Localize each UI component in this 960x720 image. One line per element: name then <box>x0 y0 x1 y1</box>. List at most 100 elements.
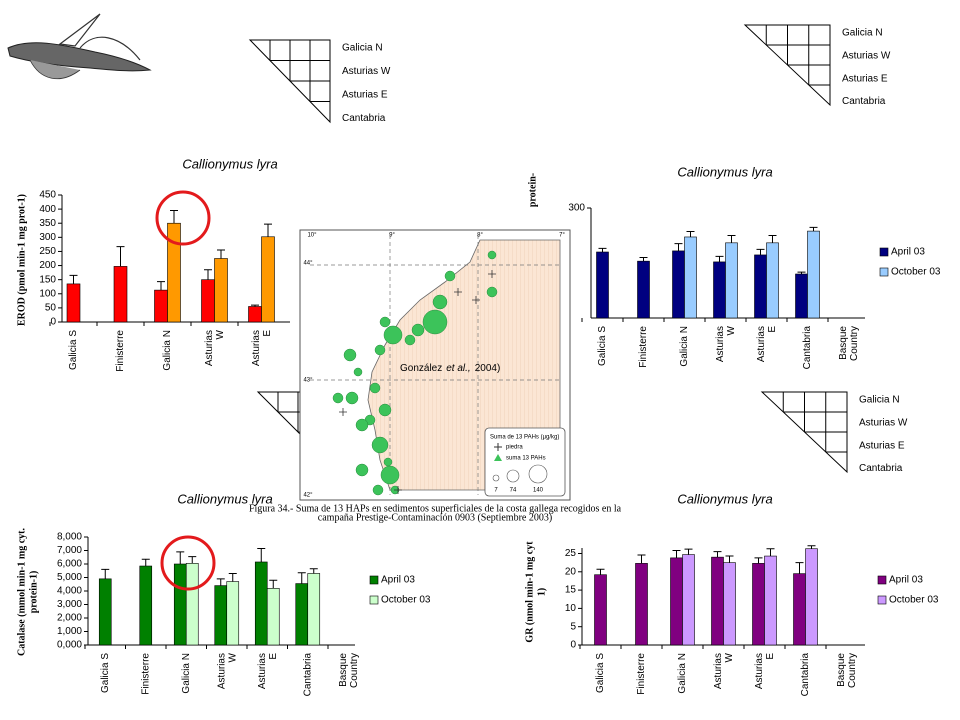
error-bar <box>756 248 765 255</box>
matrix-label: Galicia N <box>342 43 383 54</box>
error-bar <box>725 555 734 563</box>
bar <box>635 563 648 646</box>
map-latitude: 43° <box>303 378 313 384</box>
x-tick-label: Galicia N <box>162 330 173 371</box>
x-tick-label: Galicia S <box>597 326 608 366</box>
error-bar <box>264 223 272 237</box>
error-bar <box>713 551 722 558</box>
y-tick-label: 6,000 <box>57 559 82 570</box>
sample-site <box>353 367 363 377</box>
y-tick-label: 5 <box>570 621 576 632</box>
bar <box>226 581 240 646</box>
matrix-label: Asturias W <box>842 50 891 61</box>
y-tick-label: 400 <box>39 204 56 215</box>
fish-drawing <box>0 0 160 115</box>
y-tick-label: 50 <box>45 303 57 314</box>
y-tick-label: 10 <box>565 603 577 614</box>
stone-site <box>472 296 480 304</box>
error-bar <box>116 246 125 267</box>
bar <box>248 306 262 323</box>
stone-site <box>488 270 496 278</box>
chart-title: Callionymus lyra <box>677 164 772 179</box>
x-tick-label: Galicia S <box>595 653 606 693</box>
y-axis-label: GR (nmol min-1 mg cyt <box>524 541 535 643</box>
y-axis-label: Catalase (mmol min-1 mg cyt. <box>16 527 27 656</box>
citation-part: 2004) <box>475 363 501 374</box>
bar <box>795 273 808 319</box>
x-tick-label: BasqueCountry <box>337 653 359 688</box>
map-latitude: 42° <box>303 493 313 499</box>
map-caption: campaña Prestige-Contaminación 0903 (Sep… <box>318 512 552 523</box>
matrix: Galicia N Asturias W Asturias E Cantabria <box>743 24 891 107</box>
x-tick-label: Cantabria <box>802 326 813 370</box>
x-tick-label: AsturiasW <box>204 329 226 366</box>
x-tick-label: Galicia S <box>68 330 79 370</box>
y-tick-label: 2,000 <box>57 613 82 624</box>
bar <box>752 563 765 646</box>
legend-label: April 03 <box>889 575 923 586</box>
y-tick-label: 450 <box>39 190 56 201</box>
x-tick-label: Galicia N <box>677 653 688 694</box>
legend-swatch <box>369 575 379 585</box>
error-bar <box>807 545 816 549</box>
error-bar <box>754 557 763 564</box>
chart-title: Callionymus lyra <box>182 156 277 171</box>
legend-label: October 03 <box>891 267 941 278</box>
bar <box>254 561 268 646</box>
sample-site <box>355 463 369 477</box>
legend-label: April 03 <box>381 575 415 586</box>
y-tick-label: 150 <box>39 274 56 285</box>
sample-site <box>411 323 425 337</box>
y-tick-label: 15 <box>565 585 577 596</box>
error-bar <box>157 281 165 291</box>
error-bar <box>766 548 775 557</box>
stone-site <box>394 486 402 494</box>
map-legend-title: Suma de 13 PAHs (µg/kg) <box>490 435 559 441</box>
bar <box>594 574 607 646</box>
bar-chart: Callionymus lyra EROD (pmol min-1 mg prot… <box>16 156 290 372</box>
citation: González et al., 2004) <box>400 363 500 374</box>
error-bar <box>269 579 278 589</box>
y-tick-label: 3,000 <box>57 599 82 610</box>
sample-site <box>372 484 384 496</box>
legend-swatch <box>877 575 887 585</box>
sample-site <box>422 309 448 335</box>
map-longitude: 10° <box>307 233 317 239</box>
matrix-label: Asturias W <box>342 66 391 77</box>
map-longitude: 8° <box>477 233 483 239</box>
error-bar <box>188 556 197 564</box>
error-bar <box>684 548 693 555</box>
sample-site <box>379 316 391 328</box>
legend-label: April 03 <box>891 247 925 258</box>
bar <box>214 585 228 646</box>
bar <box>113 266 128 323</box>
legend-stone <box>494 443 502 451</box>
x-tick-label: BasqueCountry <box>838 326 860 361</box>
error-bar <box>170 210 178 224</box>
error-bar <box>598 247 607 252</box>
error-bar <box>596 568 605 575</box>
sample-site <box>487 250 497 260</box>
y-tick-label: 25 <box>565 548 577 559</box>
map-caption: Figura 34.- Suma de 13 HAPs en sedimento… <box>249 503 622 514</box>
map-legend-item: piedra <box>506 445 523 451</box>
citation-part: González <box>400 363 442 374</box>
legend-swatch <box>369 595 379 605</box>
error-bar <box>176 551 185 564</box>
y-tick-label: 0 <box>50 317 56 328</box>
error-bar <box>674 243 683 251</box>
error-bar <box>795 562 804 574</box>
bar <box>214 258 228 323</box>
error-bar <box>251 304 259 307</box>
bar <box>672 250 685 319</box>
highlight-circle <box>160 535 216 591</box>
error-bar <box>101 568 110 579</box>
sample-site <box>486 286 498 298</box>
bar <box>266 587 280 646</box>
sample-site <box>371 436 389 454</box>
legend-label: October 03 <box>381 595 431 606</box>
charts: Callionymus lyra EROD (pmol min-1 mg prot… <box>16 156 941 696</box>
sample-site <box>444 270 456 282</box>
map-longitude: 7° <box>559 233 565 239</box>
sample-site <box>343 348 357 362</box>
